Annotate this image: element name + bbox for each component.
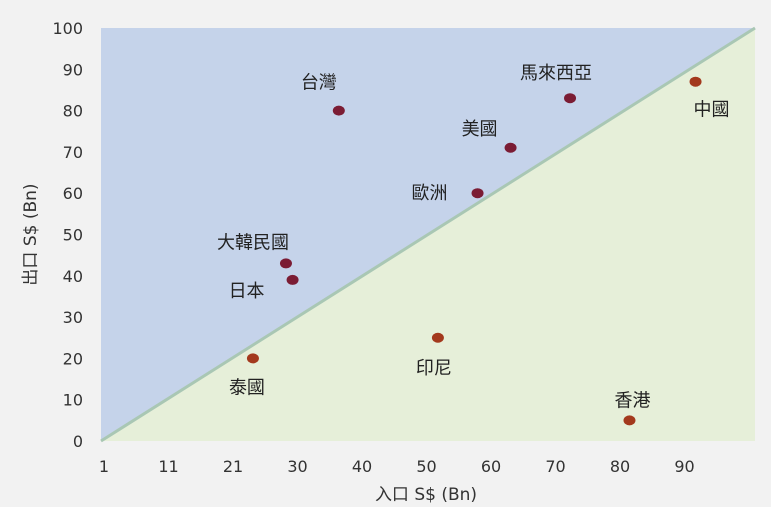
x-tick-label: 80 (610, 457, 630, 476)
data-point (246, 353, 259, 364)
data-point-label: 大韓民國 (217, 232, 289, 253)
y-tick-label: 20 (63, 349, 83, 368)
x-tick-label: 30 (287, 457, 307, 476)
data-point (332, 105, 345, 116)
x-axis-ticks: 1 11 21 30 40 50 60 70 80 90 (99, 457, 695, 476)
data-point-label: 馬來西亞 (520, 63, 592, 84)
x-tick-label: 40 (352, 457, 372, 476)
data-point-label: 美國 (462, 119, 498, 140)
data-point-label: 歐洲 (412, 183, 448, 204)
data-point (504, 142, 517, 153)
y-tick-label: 30 (63, 308, 83, 327)
y-tick-label: 40 (63, 267, 83, 286)
y-tick-label: 90 (63, 60, 83, 79)
x-tick-label: 50 (416, 457, 436, 476)
y-axis-title: 出口 S$ (Bn) (21, 183, 41, 285)
y-tick-label: 10 (63, 391, 83, 410)
y-tick-label: 50 (63, 226, 83, 245)
data-point-label: 印尼 (416, 358, 452, 379)
data-point-label: 中國 (694, 100, 730, 121)
data-point (471, 188, 484, 199)
x-tick-label: 90 (674, 457, 694, 476)
y-tick-label: 70 (63, 143, 83, 162)
data-point (286, 274, 299, 285)
data-point-label: 台灣 (301, 73, 337, 94)
x-tick-label: 1 (99, 457, 109, 476)
data-point (689, 76, 702, 87)
x-axis-title: 入口 S$ (Bn) (375, 485, 477, 505)
data-point (564, 93, 577, 104)
y-tick-label: 80 (63, 102, 83, 121)
x-tick-label: 21 (223, 457, 243, 476)
y-tick-label: 100 (52, 19, 83, 38)
data-point-label: 日本 (229, 281, 265, 302)
x-tick-label: 11 (158, 457, 178, 476)
diagonal-line (100, 26, 756, 443)
data-point (431, 332, 444, 343)
data-point-label: 香港 (614, 390, 650, 411)
y-tick-label: 60 (63, 184, 83, 203)
y-tick-label: 0 (73, 432, 83, 451)
data-points (246, 76, 702, 426)
y-axis-ticks: 0 10 20 30 40 50 60 70 80 90 100 (52, 19, 83, 451)
data-point (279, 258, 292, 269)
data-point (623, 415, 636, 426)
x-tick-label: 70 (545, 457, 565, 476)
data-point-label: 泰國 (229, 377, 265, 398)
x-tick-label: 60 (481, 457, 501, 476)
